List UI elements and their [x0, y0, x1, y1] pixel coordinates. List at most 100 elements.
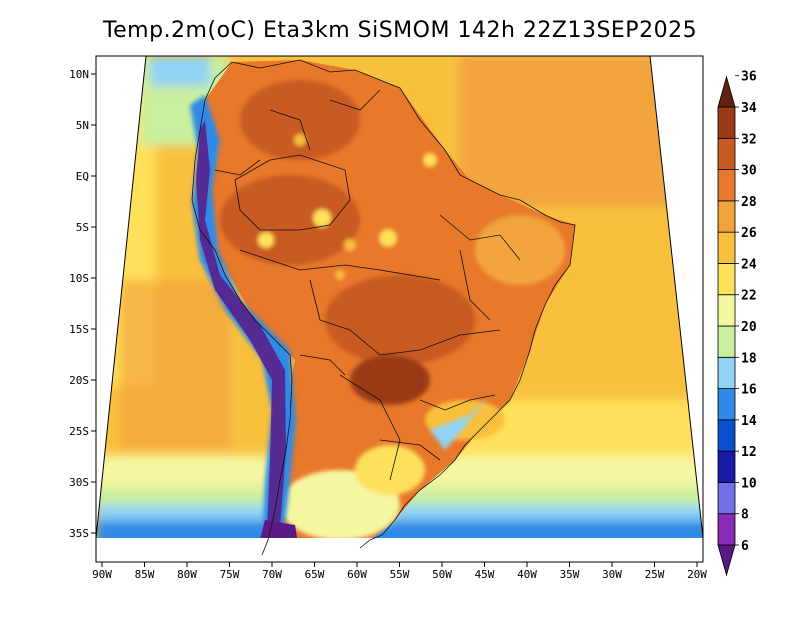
colorbar-bin	[717, 482, 736, 515]
colorbar-bin	[717, 106, 736, 139]
lon-tick-label: 30W	[602, 568, 622, 581]
interior-border	[269, 109, 311, 151]
cool-spot	[258, 232, 274, 248]
amazon-hot-patch	[220, 175, 360, 265]
colorbar-label: 12	[741, 445, 757, 460]
interior-border	[309, 279, 381, 356]
colorbar-label: 22	[741, 289, 757, 304]
lon-tick-label: 50W	[432, 568, 452, 581]
colorbar-label: 30	[741, 164, 757, 179]
caribbean-cool	[150, 56, 210, 86]
lat-tick-label: 25S	[69, 425, 89, 438]
lon-tick-label: 20W	[687, 568, 707, 581]
colorbar-bin	[717, 388, 736, 421]
lon-tick-label: 35W	[560, 568, 580, 581]
interior-border	[299, 354, 346, 376]
lon-tick-label: 60W	[347, 568, 367, 581]
lat-tick-label: 30S	[69, 476, 89, 489]
lon-tick-label: 70W	[262, 568, 282, 581]
interior-border	[459, 249, 491, 321]
interior-border	[329, 89, 381, 111]
lon-tick-label: 85W	[135, 568, 155, 581]
map-title: Temp.2m(oC) Eta3km SiSMOM 142h 22Z13SEP2…	[102, 18, 698, 43]
colorbar-label: 28	[741, 195, 757, 210]
colorbar-bin	[717, 263, 736, 296]
chaco-hot-patch	[350, 355, 430, 405]
colorbar-bin	[717, 231, 736, 264]
cool-spot	[313, 209, 331, 227]
cool-spot	[335, 270, 345, 280]
domain-edge-right	[649, 55, 704, 539]
brazil-border	[234, 154, 351, 231]
southeast-highlands-cool	[430, 398, 488, 450]
colorbar-label: 16	[741, 383, 757, 398]
colorbar-label: 26	[741, 226, 757, 241]
colorbar-bin	[717, 200, 736, 233]
temperature-field	[96, 56, 703, 538]
colorbar-bin-triangle-high	[717, 75, 736, 108]
interior-border	[379, 329, 501, 356]
colorbar-label: 18	[741, 351, 757, 366]
colorbar-label: 14	[741, 414, 757, 429]
colorbar-label: 10	[741, 476, 757, 491]
colorbar-label: 8	[741, 508, 749, 523]
colorbar-label: 24	[741, 257, 757, 272]
colorbar-bin	[717, 325, 736, 358]
pacific-coastline	[191, 61, 293, 556]
boundaries	[191, 59, 576, 556]
lon-tick-label: 80W	[177, 568, 197, 581]
interior-border	[419, 394, 496, 411]
lon-tick-label: 55W	[390, 568, 410, 581]
northeast-warm-patch	[475, 215, 565, 285]
lon-tick-label: 40W	[517, 568, 537, 581]
lat-tick-label: 10S	[69, 272, 89, 285]
longitude-axis: 90W 85W 80W 75W 70W 65W 60W 55W 50W 45W 40W 35W 30W 2…	[92, 562, 707, 581]
ocean-band-16	[96, 520, 703, 538]
cool-spot	[294, 134, 306, 146]
colorbar-bin	[717, 137, 736, 170]
interior-border	[339, 374, 401, 481]
interior-border	[439, 214, 521, 261]
pacific-ocean-warm	[120, 280, 230, 450]
cool-spot	[379, 229, 397, 247]
cool-spot	[344, 239, 356, 251]
lon-tick-label: 75W	[220, 568, 240, 581]
lon-tick-label: 65W	[305, 568, 325, 581]
interior-border	[214, 159, 261, 176]
lat-tick-label: 10N	[69, 68, 89, 81]
lat-tick-label: 5N	[76, 119, 89, 132]
cool-spot	[423, 153, 437, 167]
central-hot-patch	[325, 275, 475, 365]
interior-border	[379, 439, 441, 461]
colorbar-label: 6	[741, 539, 749, 554]
colorbar-label: 32	[741, 132, 757, 147]
lon-tick-label: 25W	[645, 568, 665, 581]
interior-border	[239, 249, 441, 281]
colorbar-bin	[717, 450, 736, 483]
colorbar-label: 36	[741, 70, 757, 85]
lat-tick-label: 15S	[69, 323, 89, 336]
latitude-axis: 10N 5N EQ 5S 10S 15S 20S 25S 30S 35S	[69, 68, 96, 540]
pampas-mild	[355, 445, 425, 495]
colorbar-bin-triangle-low	[717, 544, 736, 577]
lon-tick-label: 45W	[475, 568, 495, 581]
colorbar-bin	[717, 356, 736, 389]
lat-tick-label: 20S	[69, 374, 89, 387]
domain-edge-left	[95, 55, 147, 539]
colorbar-label: 20	[741, 320, 757, 335]
lat-tick-label: EQ	[76, 170, 89, 183]
colorbar-bin	[717, 513, 736, 546]
continent-coastline	[231, 59, 576, 549]
andes-cold-belt-inner	[196, 120, 286, 538]
domain-edges	[95, 55, 704, 539]
lon-tick-label: 90W	[92, 568, 112, 581]
lat-tick-label: 35S	[69, 527, 89, 540]
colorbar-label: 34	[741, 101, 757, 116]
lat-tick-label: 5S	[76, 221, 89, 234]
colorbar-bin	[717, 419, 736, 452]
andes-coldest-south	[255, 520, 300, 538]
colorbar-bin	[717, 294, 736, 327]
colorbar: 6 8 10 12 14 16 18 20 22 24 26 28 30 32 34 36	[717, 70, 757, 577]
colorbar-bin	[717, 169, 736, 202]
